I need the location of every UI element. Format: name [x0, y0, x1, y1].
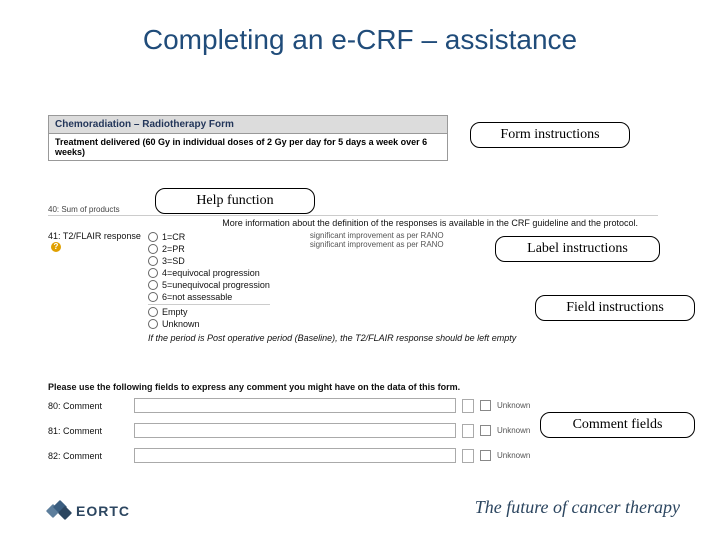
q41-row: 41: T2/FLAIR response ? 1=CR 2=PR 3=SD 4…: [48, 231, 658, 330]
radio-label: 6=not assessable: [162, 291, 232, 303]
comments-heading: Please use the following fields to expre…: [48, 382, 608, 392]
radio-label: 2=PR: [162, 243, 185, 255]
comment-row: 81: Comment Unknown: [48, 423, 608, 438]
radio-label: 1=CR: [162, 231, 185, 243]
radio-option[interactable]: Unknown: [148, 318, 270, 330]
unknown-label: Unknown: [497, 451, 530, 460]
footer-slogan: The future of cancer therapy: [475, 497, 680, 518]
callout-form-instructions: Form instructions: [470, 122, 630, 148]
comment-row: 82: Comment Unknown: [48, 448, 608, 463]
unknown-label: Unknown: [497, 401, 530, 410]
radio-label: Empty: [162, 306, 188, 318]
radio-label: Unknown: [162, 318, 200, 330]
unknown-checkbox[interactable]: [480, 450, 491, 461]
q41-options: 1=CR 2=PR 3=SD 4=equivocal progression 5…: [148, 231, 444, 330]
radio-option[interactable]: 5=unequivocal progression: [148, 279, 270, 291]
q41-rano-col: significant improvement as per RANO sign…: [310, 231, 444, 330]
comments-block: Please use the following fields to expre…: [48, 382, 608, 473]
eortc-logo: EORTC: [48, 502, 130, 520]
q41-options-col1: 1=CR 2=PR 3=SD 4=equivocal progression 5…: [148, 231, 270, 330]
page-title: Completing an e-CRF – assistance: [0, 24, 720, 56]
radio-option[interactable]: 6=not assessable: [148, 291, 270, 303]
logo-icon: [48, 502, 70, 520]
radio-label: 4=equivocal progression: [162, 267, 260, 279]
comment-row: 80: Comment Unknown: [48, 398, 608, 413]
radio-label: 5=unequivocal progression: [162, 279, 270, 291]
flag-icon: [462, 399, 474, 413]
comment-label: 81: Comment: [48, 426, 128, 436]
form-header-instruction: Treatment delivered (60 Gy in individual…: [48, 134, 448, 161]
unknown-checkbox[interactable]: [480, 400, 491, 411]
radio-option[interactable]: 4=equivocal progression: [148, 267, 270, 279]
rano-note: significant improvement as per RANO: [310, 231, 444, 240]
radio-option[interactable]: Empty: [148, 304, 270, 318]
question-block: 40: Sum of products More information abo…: [48, 205, 658, 343]
comment-input[interactable]: [134, 448, 456, 463]
q41-label: 41: T2/FLAIR response ?: [48, 231, 148, 252]
q40-label: 40: Sum of products: [48, 205, 658, 216]
unknown-label: Unknown: [497, 426, 530, 435]
comment-input[interactable]: [134, 423, 456, 438]
q41-label-text: 41: T2/FLAIR response: [48, 231, 141, 241]
form-header-title: Chemoradiation – Radiotherapy Form: [48, 115, 448, 134]
radio-option[interactable]: 1=CR: [148, 231, 270, 243]
form-header: Chemoradiation – Radiotherapy Form Treat…: [48, 115, 448, 161]
q41-field-instruction: If the period is Post operative period (…: [148, 333, 658, 343]
rano-note: significant improvement as per RANO: [310, 240, 444, 249]
flag-icon: [462, 449, 474, 463]
logo-text: EORTC: [76, 503, 130, 519]
unknown-checkbox[interactable]: [480, 425, 491, 436]
comment-input[interactable]: [134, 398, 456, 413]
help-icon[interactable]: ?: [51, 242, 61, 252]
flag-icon: [462, 424, 474, 438]
radio-option[interactable]: 3=SD: [148, 255, 270, 267]
radio-option[interactable]: 2=PR: [148, 243, 270, 255]
comment-label: 80: Comment: [48, 401, 128, 411]
guideline-text: More information about the definition of…: [48, 218, 658, 228]
radio-label: 3=SD: [162, 255, 185, 267]
comment-label: 82: Comment: [48, 451, 128, 461]
